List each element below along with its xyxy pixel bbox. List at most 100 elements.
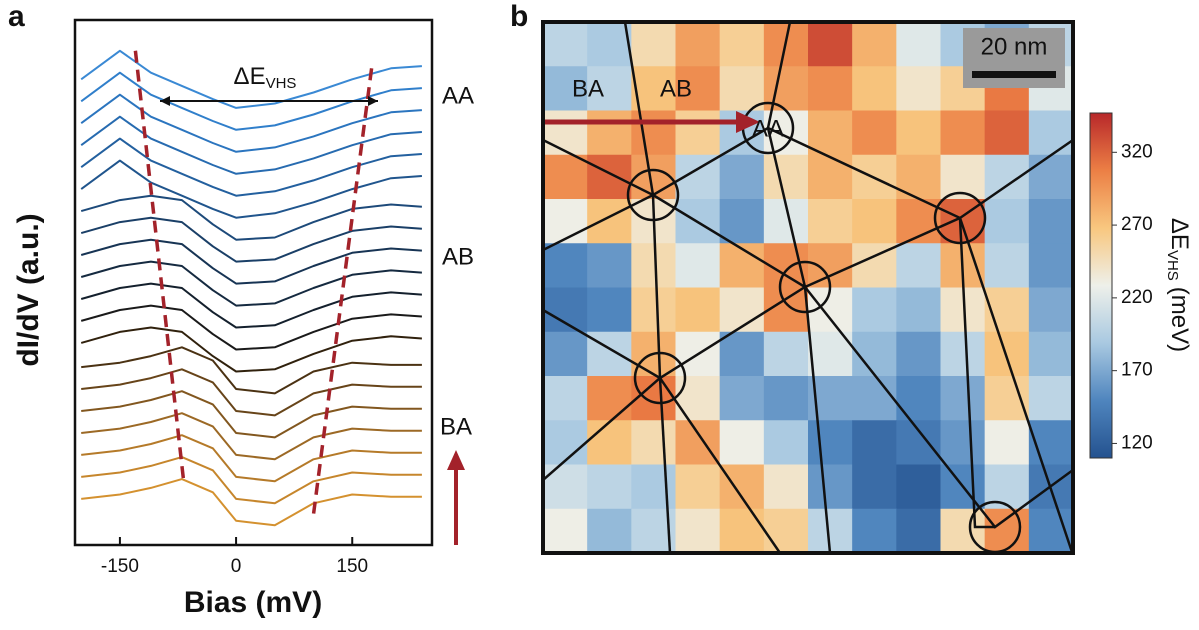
spectrum [81, 368, 422, 417]
map-cell [719, 376, 765, 421]
map-cell [852, 66, 897, 112]
spectrum [81, 390, 422, 439]
map-cell [984, 420, 1030, 466]
spectrum [80, 304, 422, 351]
map-cell [1028, 110, 1073, 156]
map-cell [631, 110, 677, 156]
aa-site [933, 191, 987, 245]
map-cell [543, 22, 588, 67]
map-cell [896, 508, 942, 553]
map-cell [587, 508, 632, 553]
map-cell [984, 110, 1030, 156]
wall [658, 377, 672, 553]
map-cell [852, 420, 897, 466]
map-cell [675, 110, 721, 156]
aa-site [633, 351, 687, 405]
map-cell [587, 376, 632, 421]
colorbar-tick-label: 270 [1121, 214, 1153, 235]
spectrum [80, 115, 422, 175]
map-cell [587, 287, 632, 333]
colorbar-tick-label: 170 [1121, 360, 1153, 381]
map-cell [852, 464, 897, 510]
y-axis-label: dI/dV (a.u.) [12, 213, 45, 366]
spectrum [81, 434, 422, 483]
side-label: AA [442, 82, 474, 109]
map-cell [631, 464, 677, 510]
domain-walls [543, 22, 1073, 553]
map-cell [808, 464, 853, 510]
map-cell [587, 110, 632, 156]
map-cell [984, 376, 1030, 421]
map-cell [940, 420, 986, 466]
spectrum [80, 326, 422, 373]
peak-guide [311, 68, 374, 515]
panel-label: a [8, 0, 25, 33]
map-cell [896, 22, 942, 67]
map-cell [808, 66, 853, 112]
panel-a: -150 0 150 [80, 49, 422, 577]
map-cell [852, 508, 897, 553]
colorbar-tick-label: 120 [1121, 432, 1153, 453]
map-cell [631, 243, 677, 289]
map-cell [543, 154, 588, 200]
map [543, 22, 1073, 553]
map-cell [543, 199, 588, 244]
scale-bar [972, 71, 1056, 78]
map-cell [763, 154, 809, 200]
spectrum [81, 478, 422, 527]
map-cell [719, 199, 765, 244]
map-cell [719, 508, 765, 553]
peak-guide [133, 50, 186, 480]
map-cell [852, 22, 897, 67]
spectrum [80, 238, 422, 285]
colorbar-tick-label: 320 [1121, 141, 1153, 162]
map-cell [984, 508, 1030, 553]
map-cell [675, 464, 721, 510]
map-cell [896, 420, 942, 466]
map-cell [940, 331, 986, 377]
map-cell [675, 508, 721, 553]
map-cell [763, 331, 809, 377]
map-cell [852, 110, 897, 156]
colorbar-label-sub: VHS [1164, 250, 1181, 281]
x-tick-label: 150 [336, 556, 368, 577]
colorbar-label-text: ΔE [1166, 218, 1193, 250]
spectrum [80, 260, 422, 307]
map-cell [808, 22, 853, 67]
map-cell [940, 376, 986, 421]
map-cell [940, 110, 986, 156]
map-cell [587, 154, 632, 200]
map-cell [719, 420, 765, 466]
map-cell [719, 331, 765, 377]
spectrum [81, 412, 422, 461]
spectrum [80, 282, 422, 329]
region-label: AA [752, 115, 784, 142]
map-cell [763, 287, 809, 333]
map-cell [896, 287, 942, 333]
map-cell [896, 66, 942, 112]
map-cell [719, 464, 765, 510]
plot-frame [73, 18, 434, 547]
map-cell [1028, 287, 1073, 333]
map-cell [896, 376, 942, 421]
map-cell [719, 66, 765, 112]
spectrum [80, 159, 422, 219]
delta-text: ΔE [234, 63, 266, 90]
colorbar-tick-label: 220 [1121, 287, 1153, 308]
map-cell [896, 110, 942, 156]
side-label: AB [442, 243, 474, 270]
map-cell [631, 287, 677, 333]
region-label: BA [572, 75, 604, 102]
map-cell [896, 154, 942, 200]
panel-label: b [510, 0, 528, 33]
map-cell [543, 243, 588, 289]
map-cell [587, 199, 632, 244]
map-cell [587, 464, 632, 510]
map-cell [587, 22, 632, 67]
map-cell [852, 376, 897, 421]
map-cell [543, 110, 588, 156]
delta-sub: VHS [266, 75, 297, 92]
map-cell [543, 376, 588, 421]
map-cell [1028, 331, 1073, 377]
map-cell [896, 243, 942, 289]
